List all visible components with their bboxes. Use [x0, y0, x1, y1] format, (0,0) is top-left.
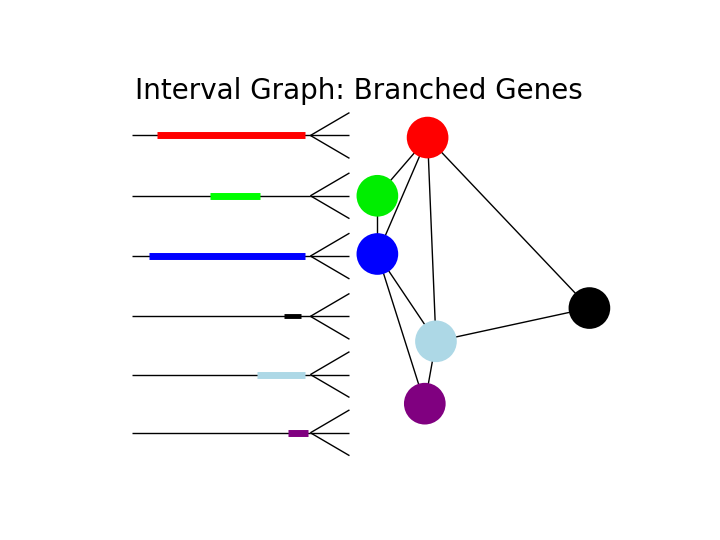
Point [431, 337, 442, 346]
Text: Interval Graph: Branched Genes: Interval Graph: Branched Genes [135, 77, 582, 105]
Point [422, 133, 433, 142]
Point [372, 192, 383, 200]
Point [584, 303, 595, 312]
Point [419, 400, 431, 408]
Point [372, 249, 383, 258]
